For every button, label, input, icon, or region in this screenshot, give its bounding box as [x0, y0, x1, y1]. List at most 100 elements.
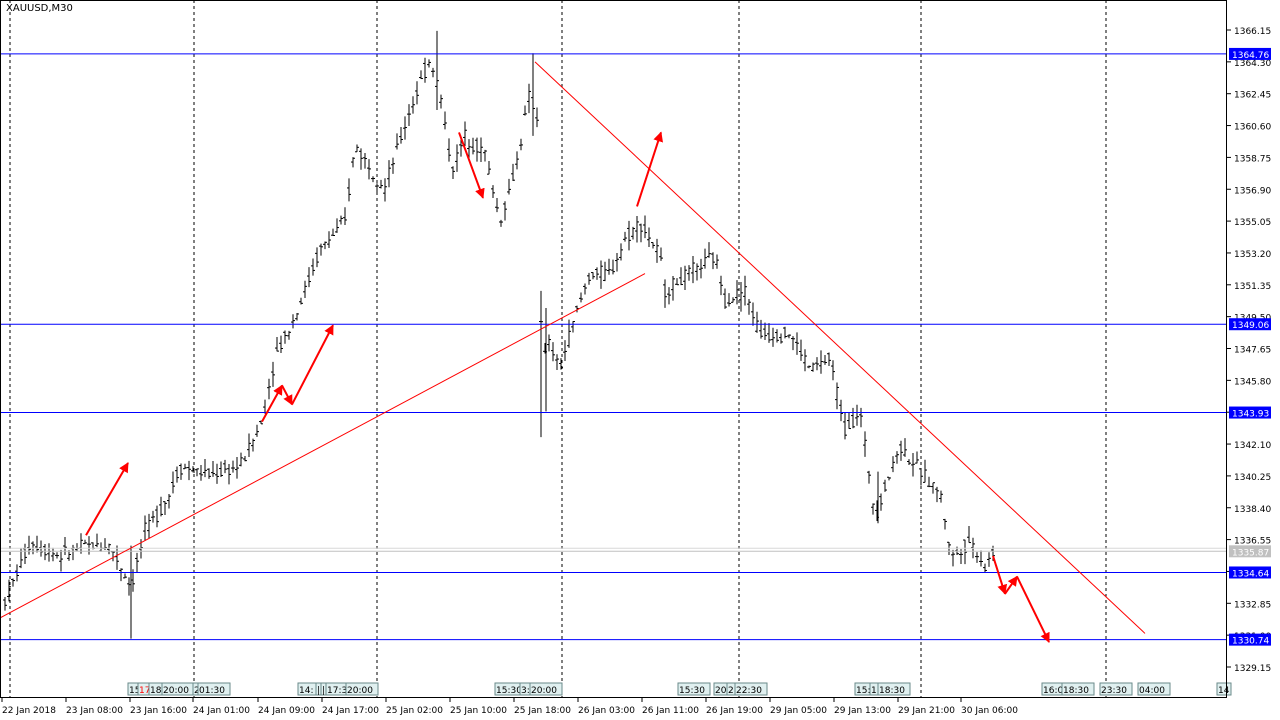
current-price-label: 1335.87: [1232, 548, 1269, 558]
candle: [791, 336, 795, 351]
candle: [203, 458, 207, 478]
candle: [195, 468, 199, 477]
candle: [855, 404, 859, 426]
candle: [331, 228, 335, 236]
price-tick-label: 1347.65: [1234, 346, 1271, 356]
candle: [75, 543, 79, 551]
event-marker-label: 2: [194, 686, 200, 696]
candle: [191, 466, 195, 473]
candle: [243, 456, 247, 462]
candle: [399, 127, 403, 144]
candle: [695, 263, 699, 281]
candle: [739, 282, 743, 312]
candle: [147, 513, 151, 539]
candle: [135, 552, 139, 573]
candle: [427, 59, 431, 68]
direction-arrow: [85, 462, 129, 536]
candle: [843, 412, 847, 440]
price-tick-label: 1340.25: [1234, 473, 1271, 483]
candle: [283, 330, 287, 344]
candle: [859, 407, 863, 428]
candle: [471, 137, 475, 155]
candle: [511, 163, 515, 182]
candle: [811, 362, 815, 372]
candle: [915, 451, 919, 464]
candle: [535, 107, 539, 128]
candle: [671, 276, 675, 301]
event-marker-label: 17: [139, 686, 150, 696]
time-tick-label: 29 Jan 13:00: [834, 706, 891, 716]
candle: [179, 463, 183, 480]
direction-arrow: [281, 385, 293, 406]
candle: [51, 547, 55, 562]
candle: [903, 438, 907, 457]
candle: [7, 579, 11, 602]
candle: [23, 543, 27, 565]
candle: [271, 361, 275, 387]
price-tick-label: 1356.90: [1234, 186, 1271, 196]
candle: [847, 411, 851, 430]
candle: [35, 535, 39, 553]
candle: [171, 471, 175, 494]
candle: [55, 552, 59, 559]
candle: [407, 104, 411, 126]
candle: [491, 185, 495, 199]
candle: [155, 505, 159, 528]
candle: [887, 476, 891, 481]
candle: [415, 81, 419, 105]
candle: [963, 539, 967, 565]
price-tick-label: 1364.30: [1234, 59, 1271, 69]
candle: [31, 541, 35, 555]
time-tick-label: 24 Jan 01:00: [193, 706, 250, 716]
candle: [395, 133, 399, 150]
candle: [127, 577, 131, 596]
event-marker-label: 01:30: [199, 686, 225, 696]
candle: [563, 340, 567, 361]
candle: [419, 70, 423, 80]
candle: [199, 465, 203, 481]
candle: [263, 399, 267, 414]
candle: [519, 138, 523, 151]
direction-arrow: [992, 555, 1008, 595]
candle: [635, 216, 639, 243]
candle: [655, 238, 659, 263]
candle: [87, 536, 91, 555]
candle: [931, 482, 935, 494]
candle: [259, 420, 263, 425]
level-price-tag: [1229, 318, 1271, 331]
event-marker-label: 23:30: [1101, 686, 1127, 696]
candle: [287, 330, 291, 340]
candle: [727, 293, 731, 307]
candle: [979, 550, 983, 567]
candle: [251, 438, 255, 452]
candle: [659, 247, 663, 261]
candle: [583, 283, 587, 295]
candle: [227, 464, 231, 485]
price-tick-label: 1329.15: [1234, 664, 1271, 674]
level-price-tag: [1229, 566, 1271, 579]
candle: [303, 280, 307, 299]
candle: [527, 83, 531, 114]
candle: [311, 258, 315, 276]
event-marker-box: [345, 682, 379, 696]
price-tick-label: 1345.80: [1234, 377, 1271, 387]
candle: [927, 476, 931, 488]
candle: [479, 137, 483, 162]
time-tick-label: 25 Jan 10:00: [450, 706, 507, 716]
candle: [339, 215, 343, 225]
candle: [475, 137, 479, 162]
candle: [815, 357, 819, 371]
candle: [719, 275, 723, 296]
candle: [79, 533, 83, 554]
time-tick-label: 24 Jan 17:00: [322, 706, 379, 716]
price-tick-label: 1358.75: [1234, 154, 1271, 164]
candle: [267, 378, 271, 400]
candle: [443, 111, 447, 130]
candle: [619, 243, 623, 261]
event-marker-box: [677, 682, 711, 696]
candle: [515, 151, 519, 170]
candle: [411, 96, 415, 114]
time-tick-label: 25 Jan 18:00: [514, 706, 571, 716]
candle: [975, 552, 979, 563]
